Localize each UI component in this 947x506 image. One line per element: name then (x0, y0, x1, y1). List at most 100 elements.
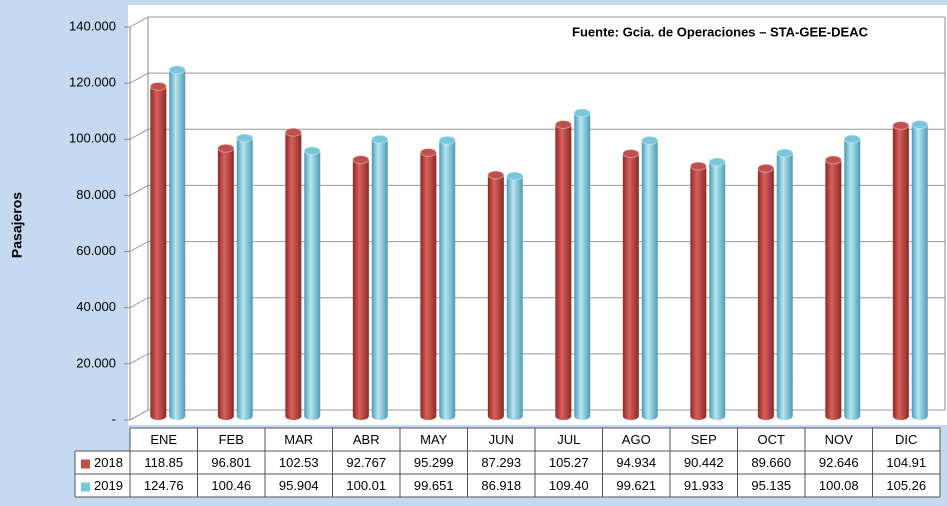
bar-body (641, 140, 658, 421)
bar-body (304, 150, 321, 421)
bar-top (708, 157, 726, 167)
bar-top (284, 127, 302, 137)
bar-top (641, 135, 659, 145)
y-tick-label: 20.000 (76, 355, 116, 370)
data-label: 95.135 (751, 478, 791, 493)
bar-body (709, 161, 726, 420)
legend-label: 2019 (94, 478, 123, 493)
bar (419, 147, 437, 420)
x-tick-label: ABR (353, 432, 380, 447)
grid-line (129, 353, 945, 365)
bar (487, 170, 505, 420)
bar-top (303, 146, 321, 156)
data-label: 118.85 (144, 455, 183, 470)
bar-body (169, 69, 186, 421)
bar (303, 146, 321, 421)
x-tick-label: ENE (150, 432, 177, 447)
bar (757, 163, 775, 420)
bar (776, 148, 794, 421)
x-tick-label: AGO (622, 432, 651, 447)
data-label: 89.660 (751, 455, 791, 470)
bar (843, 134, 861, 420)
bar-top (352, 155, 370, 165)
grid-line (129, 241, 945, 253)
bar-top (843, 134, 861, 144)
grid-line (129, 409, 945, 421)
data-label: 91.933 (684, 478, 724, 493)
data-label: 95.299 (414, 455, 454, 470)
bar-top (217, 143, 235, 153)
data-label: 94.934 (616, 455, 656, 470)
bar-body (236, 137, 253, 420)
bar-body (352, 159, 369, 420)
bar-top (776, 148, 794, 158)
data-label: 124.76 (144, 478, 184, 493)
legend-key (81, 482, 90, 492)
bar-body (487, 174, 504, 420)
y-tick-label: 80.000 (76, 187, 116, 202)
bar (892, 121, 910, 421)
grid-line (129, 297, 945, 309)
bar (554, 119, 572, 421)
bar (217, 143, 235, 421)
bar-top (554, 119, 572, 129)
bar-body (555, 124, 572, 421)
bar (911, 120, 929, 420)
bar-body (776, 152, 793, 421)
bar-top (573, 108, 591, 118)
bar-top (168, 65, 186, 75)
grid-line (129, 72, 945, 84)
data-label: 104.91 (886, 455, 926, 470)
bar-body (371, 139, 388, 421)
data-label: 100.46 (211, 478, 251, 493)
bar-top (689, 161, 707, 171)
legend-key (81, 459, 90, 469)
bar-top (149, 81, 167, 91)
grid-line (129, 128, 945, 140)
data-label: 90.442 (684, 455, 724, 470)
bar-top (236, 133, 254, 143)
y-tick-label: 120.000 (69, 75, 116, 90)
legend-label: 2018 (94, 455, 123, 470)
bar (824, 155, 842, 420)
bar-top (371, 134, 389, 144)
bar-body (825, 159, 842, 420)
data-label: 100.08 (819, 478, 859, 493)
bar (438, 135, 456, 420)
bar (641, 135, 659, 421)
bar-body (217, 148, 234, 421)
annotation: Fuente: Gcia. de Operaciones – STA-GEE-D… (572, 24, 869, 39)
x-tick-label: FEB (219, 432, 244, 447)
y-axis-label: Pasajeros (9, 192, 25, 258)
x-tick-label: SEP (691, 432, 717, 447)
bar (352, 155, 370, 420)
bar-body (574, 112, 591, 421)
x-tick-label: NOV (825, 432, 854, 447)
bar-top (438, 135, 456, 145)
bar-body (285, 132, 302, 420)
grid-line (129, 16, 945, 28)
data-label: 100.01 (346, 478, 386, 493)
data-label: 92.767 (346, 455, 386, 470)
bar-top (911, 120, 929, 130)
x-tick-label: OCT (758, 432, 786, 447)
grid-line (129, 184, 945, 196)
bar (236, 133, 254, 420)
bar-body (420, 152, 437, 420)
data-label: 92.646 (819, 455, 859, 470)
bar (371, 134, 389, 421)
bar-top (506, 171, 524, 181)
bar (506, 171, 524, 420)
x-tick-label: DIC (895, 432, 917, 447)
x-tick-label: JUL (557, 432, 580, 447)
y-tick-label: - (112, 411, 116, 426)
bar (689, 161, 707, 420)
data-label: 102.53 (279, 455, 319, 470)
bar (622, 149, 640, 420)
data-label: 95.904 (279, 478, 319, 493)
data-label: 109.40 (549, 478, 589, 493)
bar-body (506, 176, 523, 420)
bar (168, 65, 186, 421)
x-tick-label: MAY (420, 432, 448, 447)
